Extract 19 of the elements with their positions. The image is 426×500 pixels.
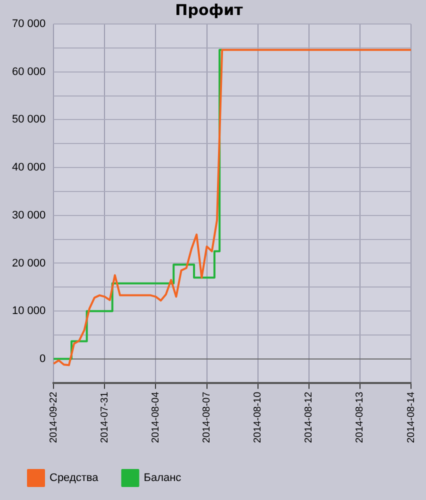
y-tick-label: 40 000 <box>12 162 46 174</box>
x-tick-label: 2014-08-14 <box>406 391 417 444</box>
x-tick-label: 2014-08-07 <box>202 391 213 444</box>
y-tick-label: 70 000 <box>12 18 46 30</box>
x-tick-label: 2014-07-31 <box>99 391 110 444</box>
legend-label: Средства <box>50 472 100 484</box>
legend-label: Баланс <box>144 472 182 484</box>
chart-title: Профит <box>175 0 244 19</box>
y-tick-label: 60 000 <box>12 66 46 78</box>
y-tick-label: 20 000 <box>12 257 46 270</box>
x-tick-label: 2014-08-04 <box>150 391 162 444</box>
x-tick-label: 2014-09-22 <box>48 391 60 444</box>
y-tick-label: 0 <box>40 352 46 365</box>
x-tick-label: 2014-08-10 <box>252 391 264 444</box>
y-tick-label: 50 000 <box>12 114 46 126</box>
y-tick-label: 10 000 <box>12 305 46 318</box>
y-tick-label: 30 000 <box>12 209 46 222</box>
x-tick-label: 2014-08-12 <box>304 391 315 444</box>
x-tick-label: 2014-08-13 <box>354 391 366 444</box>
